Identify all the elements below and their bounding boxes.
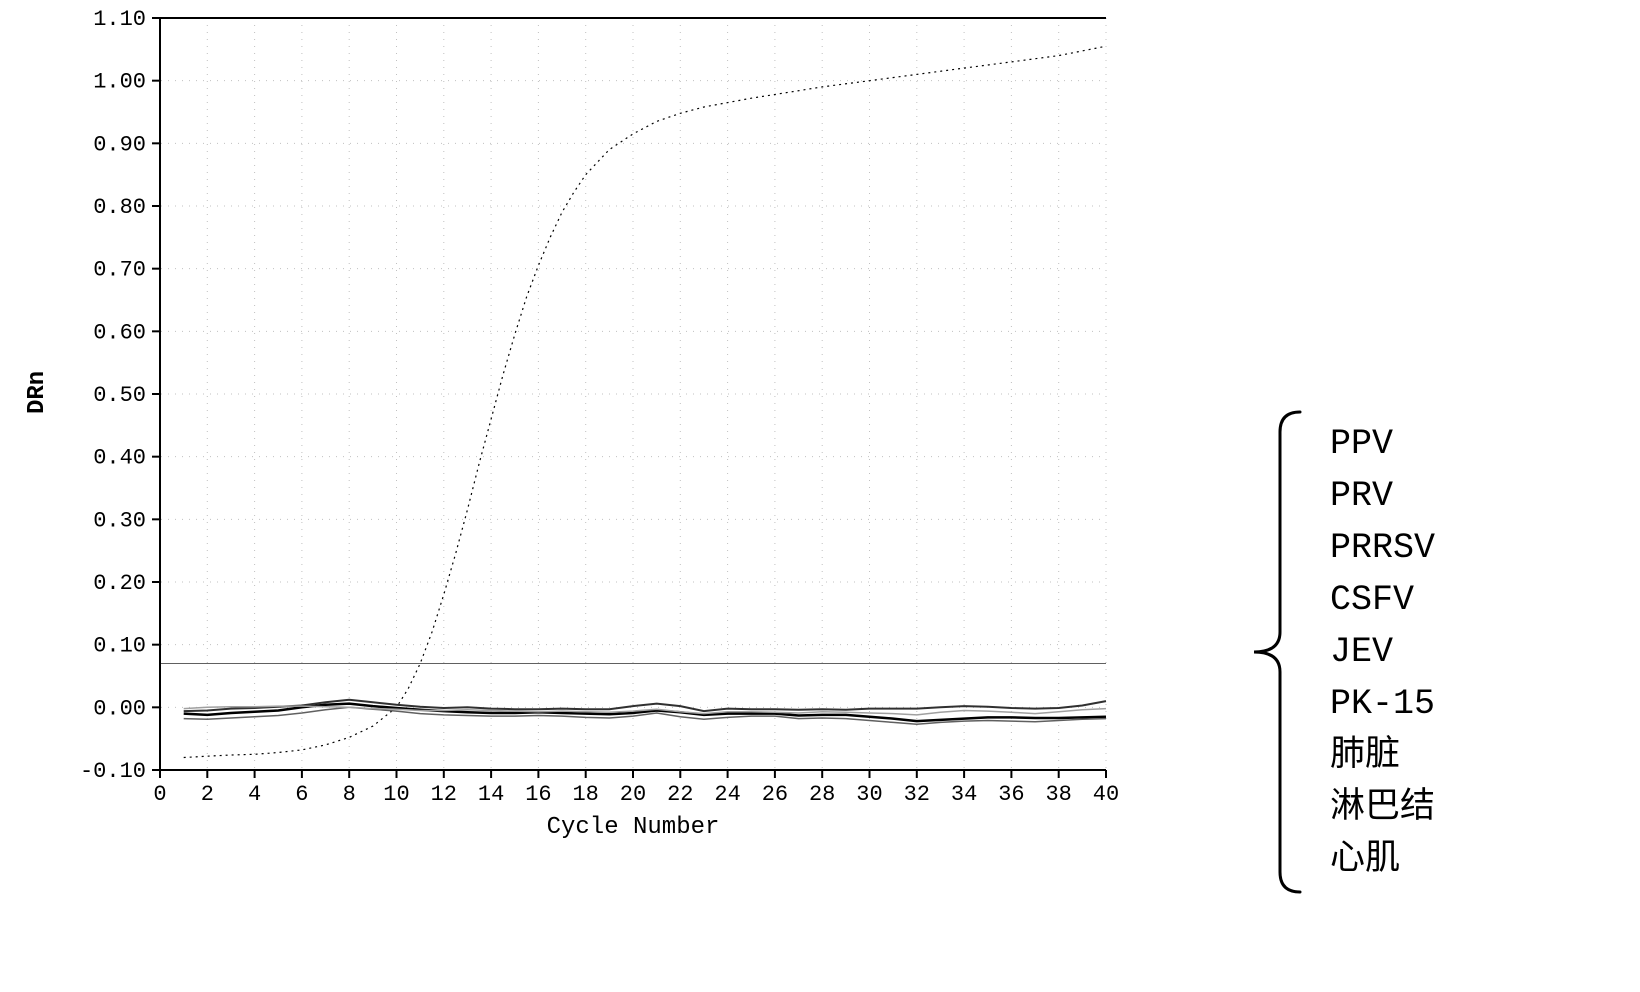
- legend-item: 肺脏: [1330, 730, 1435, 782]
- y-tick-label: 0.00: [93, 696, 146, 721]
- x-tick-label: 24: [714, 782, 740, 807]
- x-tick-label: 8: [343, 782, 356, 807]
- x-axis-label: Cycle Number: [547, 814, 720, 841]
- legend-item: 心肌: [1330, 834, 1435, 886]
- y-tick-label: 0.60: [93, 320, 146, 345]
- y-tick-label: 1.00: [93, 70, 146, 95]
- x-tick-label: 22: [667, 782, 693, 807]
- y-tick-label: 0.50: [93, 383, 146, 408]
- x-axis-label-wrap: Cycle Number: [160, 814, 1106, 992]
- x-tick-label: 18: [572, 782, 598, 807]
- y-tick-label: 0.90: [93, 132, 146, 157]
- y-tick-label: -0.10: [80, 759, 146, 784]
- x-tick-label: 12: [431, 782, 457, 807]
- x-tick-label: 2: [201, 782, 214, 807]
- y-tick-label: 0.20: [93, 571, 146, 596]
- y-tick-label: 0.70: [93, 258, 146, 283]
- legend-item: PK-15: [1330, 678, 1435, 730]
- x-tick-label: 14: [478, 782, 504, 807]
- y-tick-label: 0.30: [93, 508, 146, 533]
- legend: PPVPRVPRRSVCSFVJEVPK-15肺脏淋巴结心肌: [1330, 418, 1435, 886]
- x-tick-label: 40: [1093, 782, 1119, 807]
- x-tick-label: 4: [248, 782, 261, 807]
- x-tick-label: 16: [525, 782, 551, 807]
- legend-item: CSFV: [1330, 574, 1435, 626]
- y-tick-label: 0.80: [93, 195, 146, 220]
- y-tick-label: 0.10: [93, 634, 146, 659]
- legend-item: PRV: [1330, 470, 1435, 522]
- x-tick-label: 32: [904, 782, 930, 807]
- x-tick-label: 10: [383, 782, 409, 807]
- x-tick-label: 30: [856, 782, 882, 807]
- x-tick-label: 28: [809, 782, 835, 807]
- legend-item: 淋巴结: [1330, 782, 1435, 834]
- x-tick-label: 38: [1045, 782, 1071, 807]
- chart-stage: -0.10 0.00 0.10 0.20 0.30 0.40 0.50 0.60 0.70 0.8…: [0, 0, 1640, 992]
- legend-item: JEV: [1330, 626, 1435, 678]
- y-axis-label: DRn: [24, 371, 51, 414]
- legend-item: PRRSV: [1330, 522, 1435, 574]
- x-tick-label: 6: [295, 782, 308, 807]
- x-tick-label: 20: [620, 782, 646, 807]
- x-tick-label: 34: [951, 782, 977, 807]
- x-tick-label: 26: [762, 782, 788, 807]
- x-tick-label: 0: [153, 782, 166, 807]
- y-axis-label-wrap: DRn: [0, 0, 70, 992]
- y-tick-label: 0.40: [93, 446, 146, 471]
- y-tick-label: 1.10: [93, 7, 146, 32]
- x-tick-label: 36: [998, 782, 1024, 807]
- legend-item: PPV: [1330, 418, 1435, 470]
